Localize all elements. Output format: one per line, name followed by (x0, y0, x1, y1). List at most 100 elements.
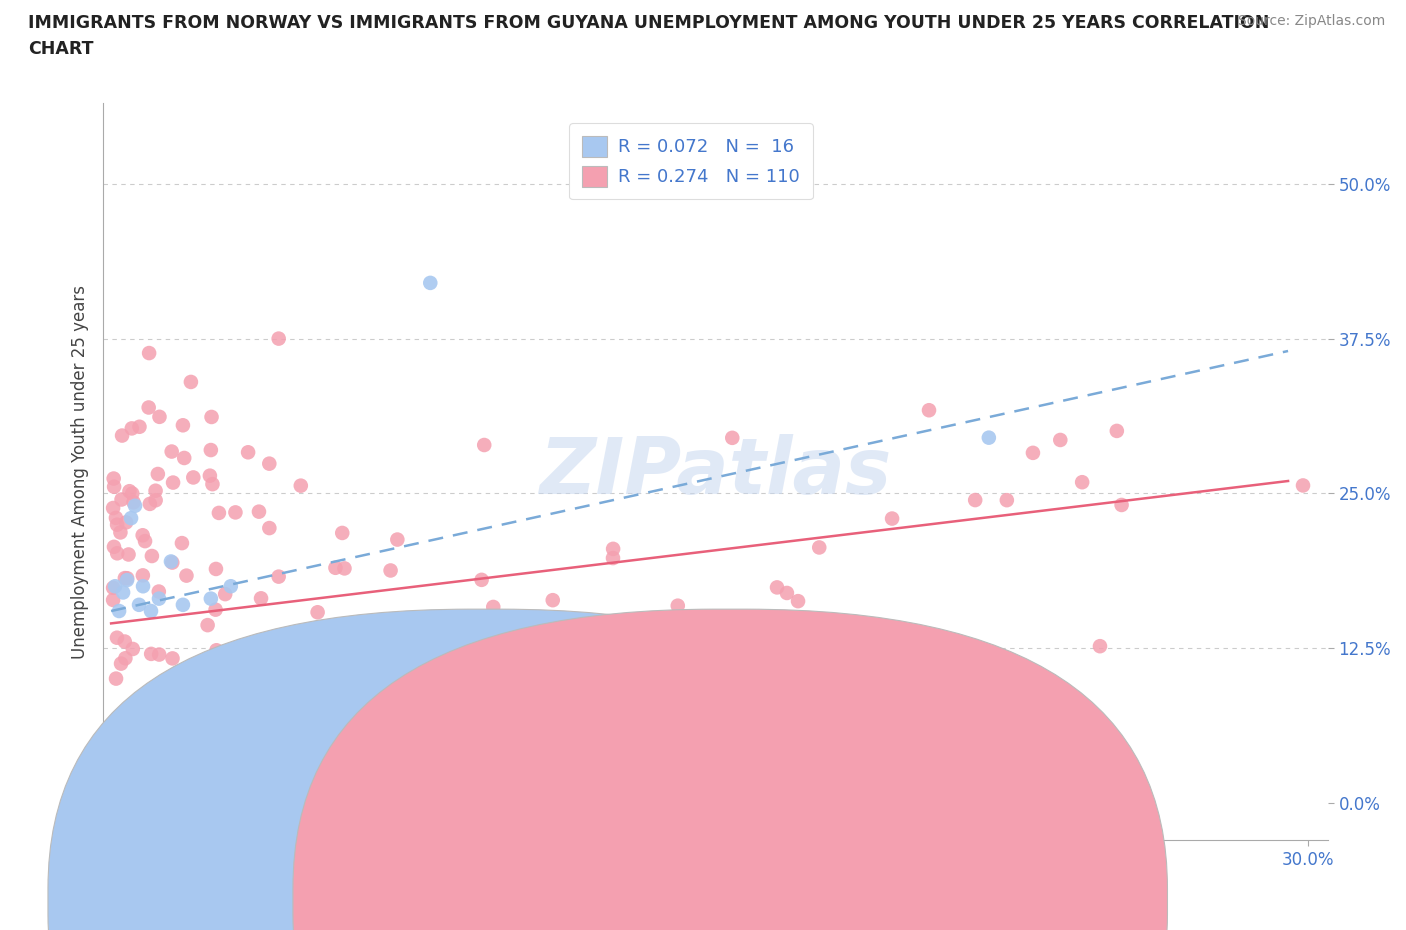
Point (131, 528, 153, 543)
Point (395, 728, 418, 743)
Point (141, 549, 163, 564)
Point (114, 634, 136, 649)
Point (180, 375, 202, 390)
Point (160, 445, 183, 459)
Text: IMMIGRANTS FROM NORWAY VS IMMIGRANTS FROM GUYANA UNEMPLOYMENT AMONG YOUTH UNDER : IMMIGRANTS FROM NORWAY VS IMMIGRANTS FRO… (28, 14, 1270, 59)
Point (105, 631, 128, 645)
Point (139, 497, 162, 512)
Point (965, 493, 987, 508)
Point (176, 678, 198, 693)
Point (471, 573, 494, 588)
Point (330, 525, 353, 540)
Point (198, 468, 221, 483)
Point (1022, 445, 1045, 460)
Point (148, 647, 170, 662)
Legend: R = 0.072   N =  16, R = 0.274   N = 110: R = 0.072 N = 16, R = 0.274 N = 110 (569, 124, 813, 199)
Point (200, 591, 222, 606)
Point (1049, 432, 1071, 447)
Point (162, 555, 184, 570)
Text: ZIPatlas: ZIPatlas (540, 433, 891, 510)
Point (776, 586, 799, 601)
Text: Immigrants from Norway: Immigrants from Norway (505, 894, 696, 909)
Point (172, 418, 194, 432)
Point (101, 580, 124, 595)
Point (172, 597, 194, 612)
Point (110, 657, 132, 671)
Point (472, 438, 495, 453)
Point (118, 484, 141, 498)
Point (139, 604, 162, 618)
Point (115, 573, 138, 588)
Point (114, 571, 136, 586)
Point (224, 505, 246, 520)
Point (105, 671, 128, 686)
Point (602, 541, 624, 556)
Point (145, 484, 167, 498)
Point (247, 504, 270, 519)
Point (787, 593, 810, 608)
Point (995, 493, 1018, 508)
Point (148, 591, 170, 606)
Point (110, 525, 132, 540)
Point (108, 604, 131, 618)
Point (145, 493, 167, 508)
Point (148, 584, 170, 599)
Text: Immigrants from Guyana: Immigrants from Guyana (749, 894, 942, 909)
Point (121, 421, 143, 436)
Point (128, 419, 150, 434)
Point (128, 698, 150, 713)
Point (120, 511, 142, 525)
Point (1292, 478, 1315, 493)
Point (219, 578, 242, 593)
Point (101, 725, 124, 740)
Point (141, 646, 163, 661)
Point (115, 515, 138, 530)
Point (104, 578, 127, 593)
Point (121, 746, 143, 761)
Point (122, 495, 145, 510)
Point (132, 568, 155, 583)
Point (167, 746, 190, 761)
Point (162, 475, 184, 490)
Point (121, 486, 143, 501)
Point (880, 512, 903, 526)
Point (387, 532, 409, 547)
Point (134, 534, 156, 549)
Point (380, 563, 402, 578)
Point (200, 409, 222, 424)
Point (128, 597, 150, 612)
Point (541, 592, 564, 607)
Point (148, 409, 170, 424)
Point (419, 275, 441, 290)
Point (335, 618, 357, 632)
Point (173, 450, 195, 465)
Point (162, 651, 184, 666)
Point (250, 591, 273, 605)
Point (121, 642, 143, 657)
Point (114, 651, 136, 666)
Point (666, 598, 689, 613)
Point (214, 587, 236, 602)
Point (103, 472, 125, 486)
Point (200, 443, 222, 458)
Point (176, 568, 198, 583)
Point (806, 746, 828, 761)
Point (721, 431, 744, 445)
Point (205, 643, 228, 658)
Point (918, 403, 941, 418)
Point (170, 536, 193, 551)
Point (115, 571, 138, 586)
Point (124, 498, 146, 513)
Point (496, 625, 519, 640)
Point (105, 517, 128, 532)
Point (208, 506, 231, 521)
Point (482, 600, 505, 615)
Point (602, 551, 624, 565)
Point (110, 492, 132, 507)
Point (103, 479, 125, 494)
Point (112, 585, 135, 600)
Point (236, 445, 259, 459)
Point (197, 618, 219, 632)
Point (259, 457, 281, 472)
Point (132, 578, 155, 593)
